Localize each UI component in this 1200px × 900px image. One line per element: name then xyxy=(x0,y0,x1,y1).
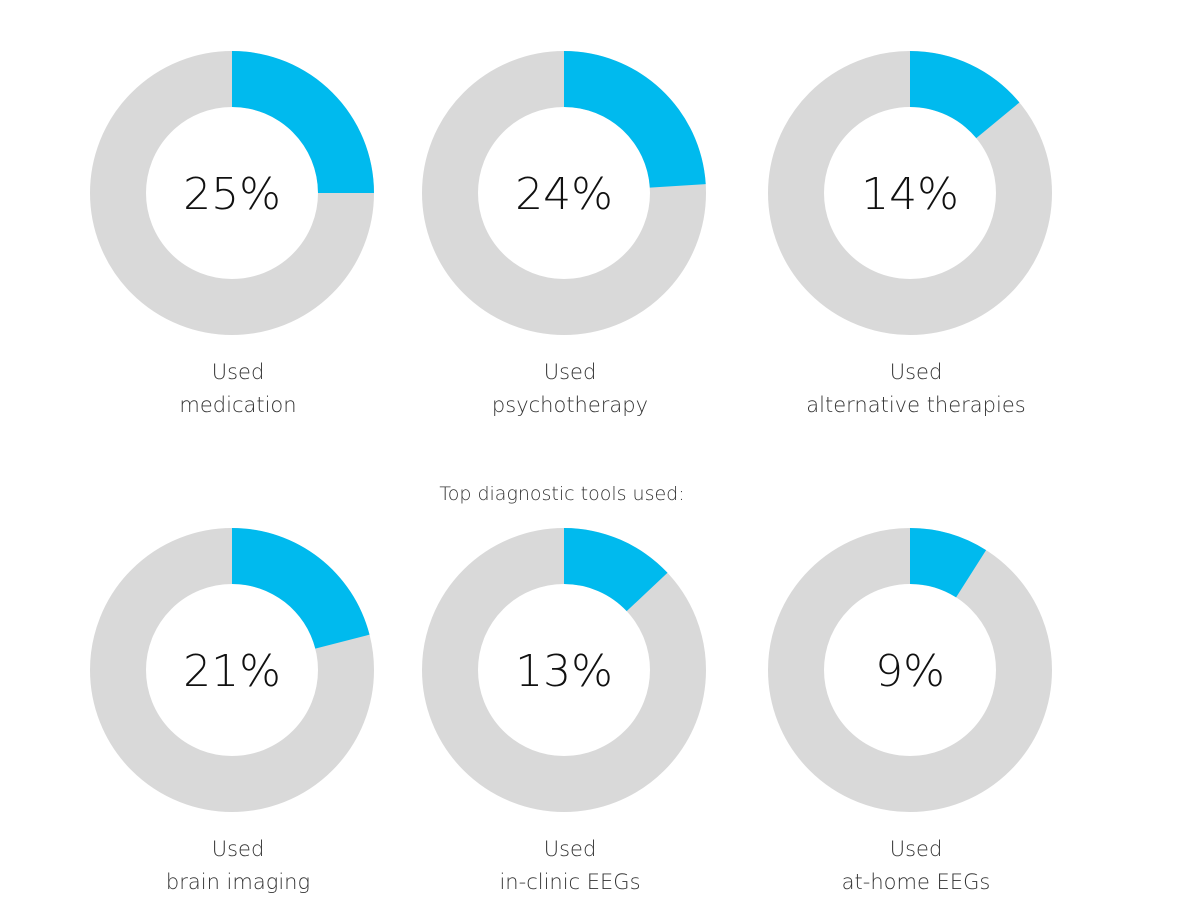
donut-slice-5 xyxy=(910,528,987,598)
donut-slice-4 xyxy=(564,528,668,612)
donut-caption-line2-2: alternative therapies xyxy=(806,393,1025,417)
donut-value-label-5: 9% xyxy=(875,646,945,697)
section-heading: Top diagnostic tools used: xyxy=(439,483,684,505)
donut-value-label-2: 14% xyxy=(861,169,959,220)
donut-slice-3 xyxy=(232,528,370,649)
donut-caption-line1-2: Used xyxy=(890,360,943,384)
donut-caption-line2-3: brain imaging xyxy=(166,870,310,894)
donut-caption-line2-1: psychotherapy xyxy=(492,393,648,417)
donut-caption-line2-5: at-home EEGs xyxy=(842,870,991,894)
donut-caption-line1-4: Used xyxy=(544,837,597,861)
donut-value-label-3: 21% xyxy=(183,646,281,697)
donut-caption-line1-1: Used xyxy=(544,360,597,384)
donut-slice-1 xyxy=(564,51,706,188)
donut-caption-line1-5: Used xyxy=(890,837,943,861)
donut-value-label-1: 24% xyxy=(515,169,613,220)
donut-slice-2 xyxy=(910,51,1020,139)
donut-slice-0 xyxy=(232,51,374,193)
donut-caption-line1-0: Used xyxy=(212,360,265,384)
donut-caption-line2-0: medication xyxy=(179,393,296,417)
donut-caption-line1-3: Used xyxy=(212,837,265,861)
donut-caption-line2-4: in-clinic EEGs xyxy=(499,870,640,894)
donut-value-label-4: 13% xyxy=(515,646,613,697)
donut-value-label-0: 25% xyxy=(183,169,281,220)
donut-group: 25% Used medication 24% Used psychotherapy 14%… xyxy=(90,51,1052,894)
